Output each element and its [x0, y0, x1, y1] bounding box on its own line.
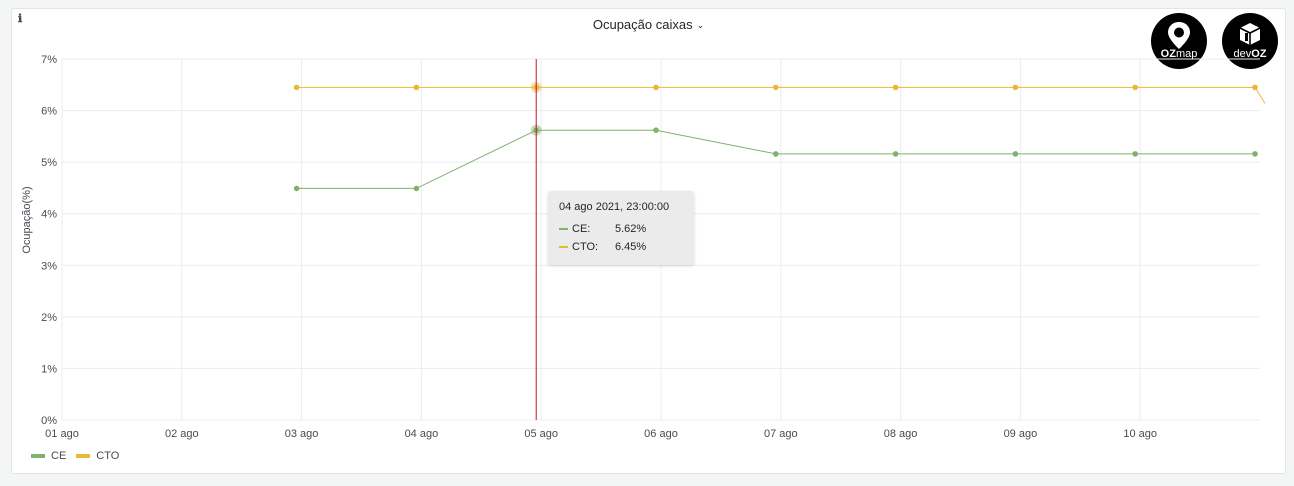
axes: 0% 1% 2% 3% 4% 5% 6% 7% 01 ago 02 ago 03 ago 04 ago… — [41, 54, 1157, 440]
data-point-ce[interactable] — [1012, 151, 1019, 157]
data-point-ce[interactable] — [293, 185, 300, 192]
hover-tooltip: 04 ago 2021, 23:00:00 CE: 5.62% CTO: 6.4… — [548, 191, 694, 265]
panel-title-text[interactable]: Ocupação caixas — [592, 17, 693, 32]
series-line-cto — [296, 86, 1266, 104]
tooltip-name-ce: CE: — [572, 223, 591, 235]
x-tick-label: 02 ago — [165, 428, 199, 440]
x-tick-label: 10 ago — [1123, 428, 1157, 440]
panel-title[interactable]: Ocupação caixas ⌄ — [12, 17, 1285, 32]
grid — [61, 58, 1260, 421]
data-point-ce[interactable] — [413, 185, 420, 192]
legend-item-ce[interactable]: CE — [31, 450, 66, 462]
x-tick-label: 08 ago — [884, 428, 918, 440]
data-point-cto[interactable] — [413, 84, 420, 91]
x-tick-label: 05 ago — [524, 428, 558, 440]
info-icon[interactable]: ℹ — [18, 12, 23, 25]
series — [293, 81, 1266, 192]
y-tick-label: 6% — [41, 106, 57, 118]
y-tick-label: 5% — [41, 157, 57, 169]
series-line-ce — [296, 129, 1255, 189]
x-tick-label: 07 ago — [764, 428, 798, 440]
y-axis-label: Ocupação(%) — [21, 186, 33, 253]
data-point-ce[interactable] — [653, 127, 659, 133]
x-tick-label: 04 ago — [405, 428, 439, 440]
data-point-ce[interactable] — [1132, 151, 1139, 157]
y-tick-label: 1% — [41, 363, 57, 375]
data-point-cto[interactable] — [1132, 84, 1139, 91]
ozmap-logo: OZmap — [1151, 13, 1207, 69]
x-tick-label: 09 ago — [1004, 428, 1038, 440]
legend-label-cto: CTO — [96, 450, 120, 462]
y-tick-label: 4% — [41, 209, 57, 221]
data-point-cto[interactable] — [293, 84, 300, 91]
data-point-ce[interactable] — [892, 151, 899, 157]
devoz-logo-text: devOZ — [1233, 48, 1267, 60]
data-point-cto[interactable] — [1252, 84, 1258, 91]
map-pin-icon — [1168, 22, 1190, 49]
data-point-cto[interactable] — [653, 84, 659, 91]
tooltip-swatch-cto — [559, 246, 568, 248]
legend: CE CTO — [31, 450, 129, 462]
y-tick-label: 3% — [41, 260, 57, 272]
x-tick-label: 06 ago — [644, 428, 678, 440]
data-point-cto[interactable] — [773, 84, 779, 91]
data-point-cto[interactable] — [892, 84, 899, 91]
y-tick-label: 2% — [41, 312, 57, 324]
legend-swatch-ce — [31, 454, 45, 458]
data-point-ce[interactable] — [773, 151, 779, 157]
tooltip-swatch-ce — [559, 228, 568, 230]
y-tick-label: 0% — [41, 415, 57, 427]
legend-label-ce: CE — [51, 450, 67, 462]
legend-swatch-cto — [76, 454, 91, 458]
tooltip-row-ce: CE: 5.62% — [559, 223, 646, 235]
x-tick-label: 01 ago — [45, 428, 79, 440]
chart-panel: ℹ Ocupação caixas ⌄ OZmap devOZ 0% 1% 2% 3% 4… — [11, 8, 1286, 474]
cube-icon — [1239, 23, 1261, 45]
tooltip-title: 04 ago 2021, 23:00:00 — [559, 201, 670, 213]
tooltip-value-cto: 6.45% — [615, 241, 647, 253]
devoz-logo: devOZ — [1222, 13, 1278, 69]
chevron-down-icon[interactable]: ⌄ — [696, 20, 705, 30]
tooltip-name-cto: CTO: — [572, 241, 599, 253]
tooltip-value-ce: 5.62% — [615, 223, 647, 235]
line-chart[interactable]: 0% 1% 2% 3% 4% 5% 6% 7% 01 ago 02 ago 03 ago 04 ago… — [12, 9, 1285, 473]
x-tick-label: 03 ago — [285, 428, 319, 440]
data-point-cto[interactable] — [1012, 84, 1019, 91]
legend-item-cto[interactable]: CTO — [76, 450, 119, 462]
tooltip-row-cto: CTO: 6.45% — [559, 241, 646, 253]
ozmap-logo-text: OZmap — [1160, 48, 1198, 60]
y-tick-label: 7% — [41, 54, 57, 66]
data-point-ce[interactable] — [1252, 151, 1258, 157]
